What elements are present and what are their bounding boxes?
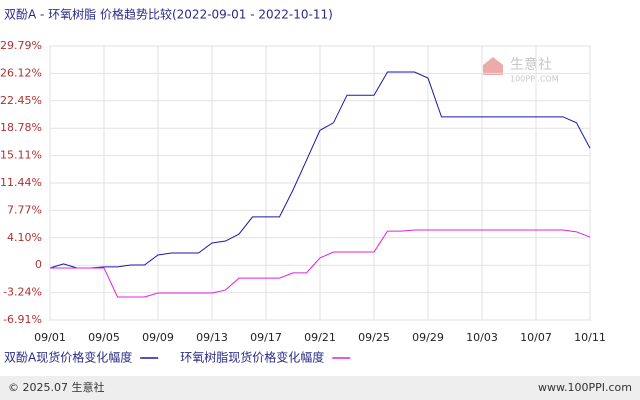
footer-site: www.100PPI.com — [538, 381, 632, 394]
legend-label: 双酚A现货价格变化幅度 — [4, 350, 132, 365]
x-tick-label: 09/29 — [412, 331, 444, 344]
footer-bar — [0, 376, 640, 400]
x-tick-label: 10/03 — [466, 331, 498, 344]
y-tick-label: 26.12% — [0, 66, 42, 79]
x-tick-label: 09/05 — [88, 331, 120, 344]
x-tick-label: 09/09 — [142, 331, 174, 344]
x-tick-label: 09/25 — [358, 331, 390, 344]
y-tick-label: -6.91% — [3, 313, 42, 326]
series-line — [49, 71, 591, 269]
x-tick-label: 10/11 — [574, 331, 606, 344]
x-tick-label: 09/21 — [304, 331, 336, 344]
y-tick-label: 0 — [35, 258, 42, 271]
series-line — [50, 229, 591, 298]
y-tick-label: 29.79% — [0, 39, 42, 52]
y-tick-label: 15.11% — [0, 149, 42, 162]
y-tick-label: 11.44% — [0, 176, 42, 189]
x-tick-label: 09/17 — [250, 331, 282, 344]
chart-title: 双酚A - 环氧树脂 价格趋势比较(2022-09-01 - 2022-10-1… — [4, 7, 333, 22]
y-tick-label: -3.24% — [3, 286, 42, 299]
y-tick-label: 7.77% — [7, 203, 42, 216]
watermark-logo — [483, 57, 503, 75]
watermark-site: 100PPI.COM — [510, 75, 559, 84]
footer-copyright: © 2025.07 生意社 — [8, 380, 104, 394]
watermark-name: 生意社 — [510, 56, 552, 73]
watermark: 生意社 100PPI.COM — [483, 56, 559, 84]
y-tick-label: 4.10% — [7, 231, 42, 244]
x-tick-label: 09/13 — [196, 331, 228, 344]
x-tick-label: 10/07 — [520, 331, 552, 344]
y-tick-label: 22.45% — [0, 94, 42, 107]
legend-label: 环氧树脂现货价格变化幅度 — [180, 350, 324, 365]
y-tick-label: 18.78% — [0, 121, 42, 134]
x-tick-label: 09/01 — [34, 331, 66, 344]
